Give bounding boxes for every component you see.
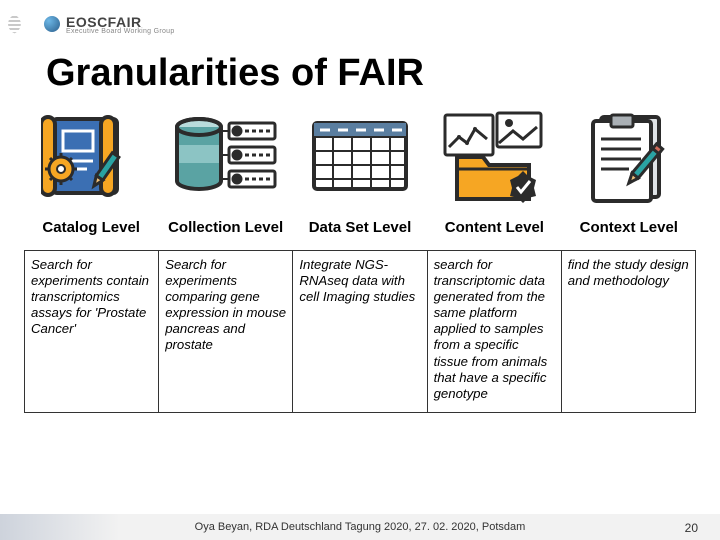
page-number: 20 bbox=[685, 521, 698, 535]
example-cell: Search for experiments contain transcrip… bbox=[25, 251, 159, 413]
logo-stripes-icon bbox=[8, 14, 38, 34]
label-row: Catalog Level Collection Level Data Set … bbox=[0, 213, 720, 246]
table-row: Search for experiments contain transcrip… bbox=[25, 251, 696, 413]
icon-row bbox=[0, 105, 720, 213]
example-cell: Search for experiments comparing gene ex… bbox=[159, 251, 293, 413]
table-grid-icon bbox=[308, 113, 412, 205]
level-label: Context Level bbox=[562, 213, 696, 246]
icon-content bbox=[427, 105, 561, 213]
level-label: Collection Level bbox=[158, 213, 292, 246]
slide: EOSCFAIR Executive Board Working Group G… bbox=[0, 0, 720, 540]
examples-table: Search for experiments contain transcrip… bbox=[24, 250, 696, 413]
logo: EOSCFAIR Executive Board Working Group bbox=[0, 0, 720, 44]
icon-collection bbox=[158, 105, 292, 213]
clipboard-icon bbox=[579, 111, 679, 207]
content-folder-icon bbox=[439, 111, 549, 207]
icon-dataset bbox=[293, 105, 427, 213]
database-list-icon bbox=[171, 113, 281, 205]
logo-globe-icon bbox=[44, 16, 60, 32]
logo-tagline: Executive Board Working Group bbox=[66, 28, 175, 35]
level-label: Data Set Level bbox=[293, 213, 427, 246]
blueprint-icon bbox=[41, 113, 141, 205]
footer-text: Oya Beyan, RDA Deutschland Tagung 2020, … bbox=[195, 521, 526, 533]
example-cell: Integrate NGS-RNAseq data with cell Imag… bbox=[293, 251, 427, 413]
examples-table-wrap: Search for experiments contain transcrip… bbox=[0, 246, 720, 413]
icon-catalog bbox=[24, 105, 158, 213]
example-cell: search for transcriptomic data generated… bbox=[427, 251, 561, 413]
page-title: Granularities of FAIR bbox=[0, 44, 720, 105]
footer: Oya Beyan, RDA Deutschland Tagung 2020, … bbox=[0, 514, 720, 540]
level-label: Catalog Level bbox=[24, 213, 158, 246]
footer-gradient bbox=[0, 514, 120, 540]
level-label: Content Level bbox=[427, 213, 561, 246]
example-cell: find the study design and methodology bbox=[561, 251, 695, 413]
icon-context bbox=[562, 105, 696, 213]
